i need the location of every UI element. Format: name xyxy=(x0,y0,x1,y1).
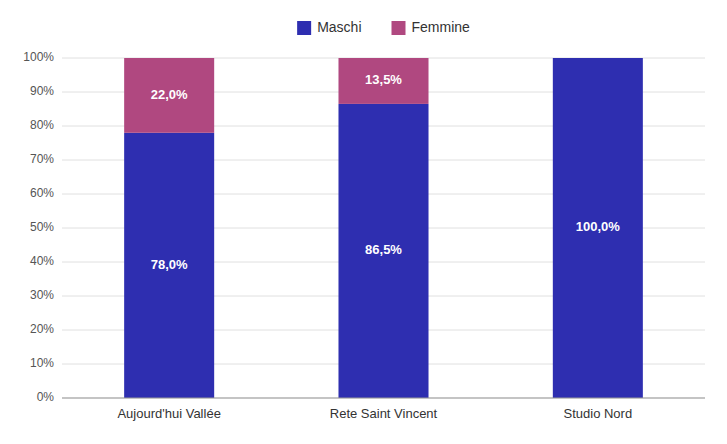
grid-line xyxy=(62,398,705,399)
x-tick-label: Studio Nord xyxy=(564,406,633,421)
data-label: 22,0% xyxy=(151,87,188,102)
legend-label: Maschi xyxy=(317,19,361,35)
data-label: 13,5% xyxy=(365,72,402,87)
y-tick-label: 20% xyxy=(30,322,54,336)
chart: 0% 10% 20% 30% 40% 50% 60% 70% 80% 90% 100% 78,0% 86… xyxy=(0,0,727,444)
chart-container: 0% 10% 20% 30% 40% 50% 60% 70% 80% 90% 100% 78,0% 86… xyxy=(0,0,727,444)
y-axis: 0% 10% 20% 30% 40% 50% 60% 70% 80% 90% 100% xyxy=(23,50,54,404)
legend-item: Femmine xyxy=(392,19,471,35)
y-tick-label: 30% xyxy=(30,288,54,302)
data-label: 86,5% xyxy=(365,242,402,257)
legend-item: Maschi xyxy=(297,19,361,35)
y-tick-label: 40% xyxy=(30,254,54,268)
y-tick-label: 100% xyxy=(23,50,54,64)
x-axis: Aujourd'hui Vallée Rete Saint Vincent Stud… xyxy=(62,398,705,421)
legend-label: Femmine xyxy=(412,19,471,35)
legend: Maschi Femmine xyxy=(297,19,470,35)
y-tick-label: 80% xyxy=(30,118,54,132)
grid xyxy=(62,58,705,398)
x-tick-label: Aujourd'hui Vallée xyxy=(117,406,220,421)
bars xyxy=(124,58,643,398)
y-tick-label: 10% xyxy=(30,356,54,370)
y-tick-label: 0% xyxy=(37,390,55,404)
y-tick-label: 60% xyxy=(30,186,54,200)
legend-swatch xyxy=(297,21,311,35)
bar-segment xyxy=(553,58,643,398)
data-label: 100,0% xyxy=(576,219,621,234)
bar-segment xyxy=(124,58,214,133)
data-labels: 78,0% 86,5% 100,0% 22,0% 13,5% xyxy=(151,72,621,271)
bar-segment xyxy=(338,104,428,398)
bar-segment xyxy=(338,58,428,104)
y-tick-label: 50% xyxy=(30,220,54,234)
bar-segment xyxy=(553,58,643,59)
y-tick-label: 70% xyxy=(30,152,54,166)
y-tick-label: 90% xyxy=(30,84,54,98)
legend-swatch xyxy=(392,21,406,35)
bar-segment xyxy=(124,133,214,398)
data-label: 78,0% xyxy=(151,257,188,272)
x-axis-line xyxy=(62,398,705,399)
x-tick-label: Rete Saint Vincent xyxy=(330,406,438,421)
